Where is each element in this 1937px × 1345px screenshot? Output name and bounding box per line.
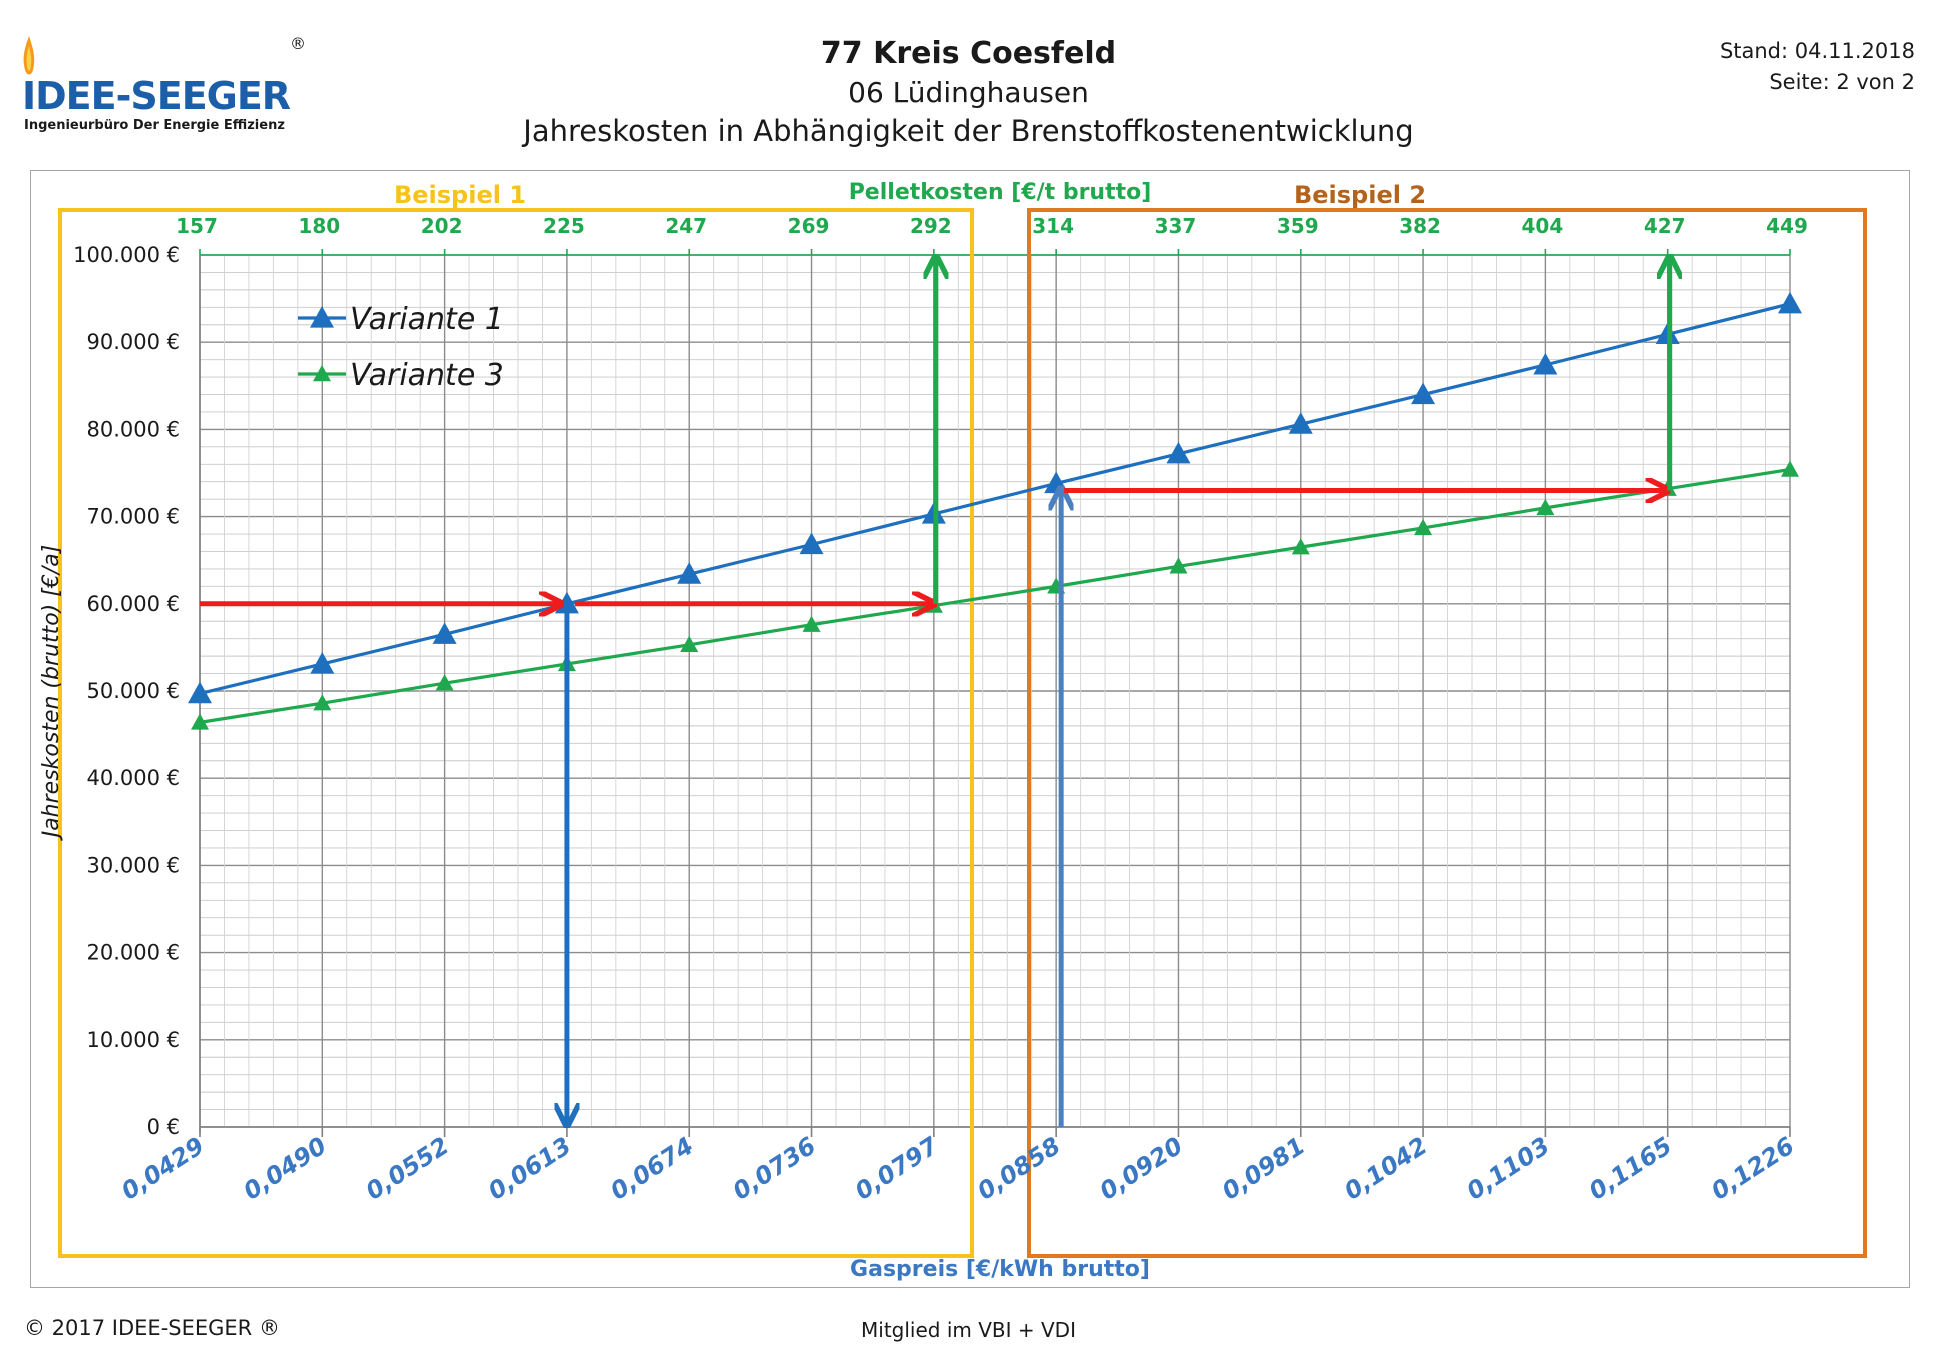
data-point <box>1536 498 1555 516</box>
stand-date: Stand: 04.11.2018 <box>1719 39 1915 63</box>
beispiel2-label: Beispiel 2 <box>1294 181 1426 209</box>
example-boxes <box>58 208 1867 1258</box>
gas-tick-label: 0,0797 <box>850 1131 943 1205</box>
axis-labels: 0 € 10.000 € 20.000 € 30.000 € 40.000 € 50.00… <box>39 180 1808 1282</box>
data-point <box>1288 412 1313 434</box>
gas-tick-label: 0,0674 <box>606 1132 699 1206</box>
copyright: © 2017 IDEE-SEEGER ® <box>24 1316 280 1340</box>
data-point <box>432 622 457 644</box>
gas-tick-label: 0,0429 <box>116 1132 209 1206</box>
gas-tick-label: 0,1042 <box>1339 1132 1432 1206</box>
series-line-0 <box>199 302 1791 696</box>
pellet-tick-label: 449 <box>1766 214 1808 238</box>
chart-title: Jahreskosten in Abhängigkeit der Brensto… <box>523 114 1414 148</box>
legend: Variante 1 Variante 3 <box>298 302 504 393</box>
legend-marker <box>310 306 334 328</box>
y-tick-label: 30.000 € <box>86 853 180 877</box>
data-point <box>191 713 209 730</box>
pellet-tick-label: 314 <box>1032 214 1074 238</box>
data-point <box>680 635 699 652</box>
y-tick-label: 20.000 € <box>86 941 180 965</box>
logo-registered-mark: ® <box>290 34 306 53</box>
gas-tick-label: 0,0920 <box>1095 1132 1188 1206</box>
beispiel2-box <box>1027 208 1867 1258</box>
gas-tick-label: 0,1103 <box>1462 1132 1555 1206</box>
y-tick-label: 80.000 € <box>86 417 180 441</box>
data-point <box>1291 538 1310 555</box>
data-point <box>313 694 332 711</box>
gas-tick-label: 0,0981 <box>1217 1132 1310 1206</box>
data-point <box>1169 557 1188 574</box>
y-tick-label: 100.000 € <box>73 243 180 267</box>
page-subtitle: 06 Lüdinghausen <box>848 76 1089 109</box>
pellet-tick-label: 157 <box>176 214 218 238</box>
pellet-tick-label: 247 <box>665 214 707 238</box>
legend-marker <box>313 365 331 382</box>
flame-icon <box>23 36 35 75</box>
pellet-tick-label: 180 <box>298 214 340 238</box>
legend-label: Variante 3 <box>350 358 504 393</box>
legend-label: Variante 1 <box>350 302 504 337</box>
pellet-tick-label: 404 <box>1522 214 1564 238</box>
gas-tick-label: 0,0552 <box>361 1132 454 1206</box>
beispiel1-box <box>58 208 974 1258</box>
grid <box>199 254 1791 1128</box>
data-point <box>799 532 824 555</box>
y-tick-label: 10.000 € <box>86 1028 180 1052</box>
membership-note: Mitglied im VBI + VDI <box>861 1318 1076 1342</box>
gas-tick-label: 0,0490 <box>239 1132 332 1206</box>
logo: IDEE-SEEGER Ingenieurbüro Der Energie Ef… <box>18 32 318 142</box>
data-point <box>1533 352 1558 375</box>
data-point <box>1414 518 1433 536</box>
chart-frame <box>30 170 1910 1288</box>
y-tick-label: 60.000 € <box>86 592 180 616</box>
pellet-tick-label: 427 <box>1644 214 1686 238</box>
series-line-1 <box>199 467 1791 724</box>
data-point <box>310 651 335 674</box>
gas-tick-label: 0,0736 <box>728 1132 821 1206</box>
pellet-tick-label: 337 <box>1155 214 1197 238</box>
arrows <box>200 259 1670 1127</box>
data-point <box>1411 382 1436 405</box>
y-axis-title: Jahreskosten (brutto) [€/a] <box>39 545 64 842</box>
data-point <box>677 562 702 584</box>
data-point <box>188 681 212 704</box>
pellet-tick-label: 269 <box>788 214 830 238</box>
page-title: 77 Kreis Coesfeld <box>820 36 1117 71</box>
y-tick-label: 90.000 € <box>86 330 180 354</box>
data-point <box>1778 291 1802 314</box>
pellet-tick-label: 382 <box>1399 214 1441 238</box>
document-info: Stand: 04.11.2018 Seite: 2 von 2 <box>1720 36 1915 98</box>
gas-tick-label: 0,0858 <box>972 1132 1065 1206</box>
data-point <box>802 615 821 632</box>
pellet-tick-label: 202 <box>421 214 463 238</box>
logo-tagline: Ingenieurbüro Der Energie Effizienz <box>24 118 285 133</box>
y-tick-label: 0 € <box>147 1115 180 1139</box>
pellet-tick-label: 359 <box>1277 214 1319 238</box>
y-tick-label: 50.000 € <box>86 679 180 703</box>
logo-name: IDEE-SEEGER <box>22 74 291 118</box>
gas-tick-label: 0,1226 <box>1706 1132 1799 1206</box>
pellet-tick-label: 225 <box>543 214 585 238</box>
beispiel1-label: Beispiel 1 <box>394 181 526 209</box>
data-point <box>435 674 454 691</box>
gas-axis-title: Gaspreis [€/kWh brutto] <box>850 1257 1150 1282</box>
pellet-axis-title: Pelletkosten [€/t brutto] <box>849 180 1152 205</box>
data-point <box>1781 460 1799 477</box>
y-tick-label: 40.000 € <box>86 766 180 790</box>
page-number: Seite: 2 von 2 <box>1769 70 1915 94</box>
y-tick-label: 70.000 € <box>86 505 180 529</box>
data-point <box>1166 441 1191 464</box>
gas-tick-label: 0,0613 <box>483 1132 576 1206</box>
gas-tick-label: 0,1165 <box>1584 1132 1677 1206</box>
pellet-tick-label: 292 <box>910 214 952 238</box>
